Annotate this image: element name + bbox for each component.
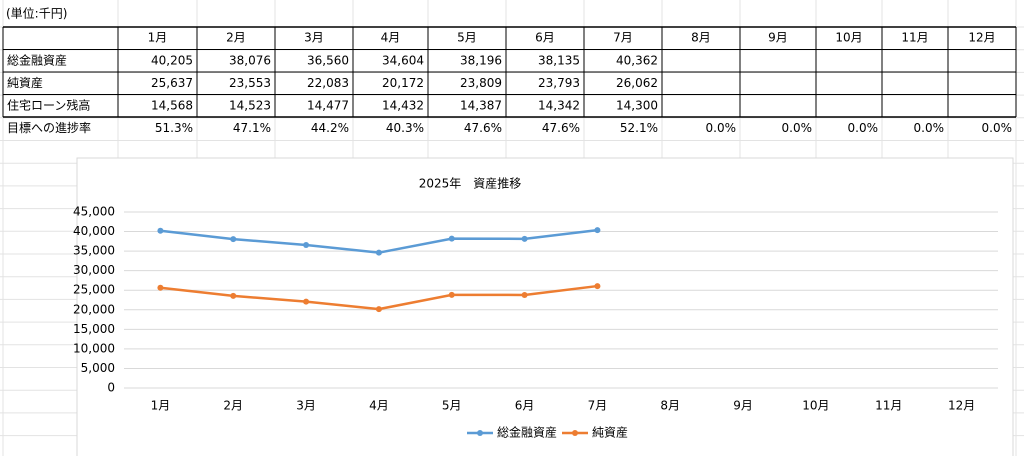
value-cell: 23,553 <box>229 76 271 90</box>
value-cell: 47.1% <box>233 121 271 135</box>
header-cell: 2月 <box>226 31 246 45</box>
data-point <box>521 291 528 298</box>
value-cell: 14,477 <box>307 98 349 112</box>
value-cell: 14,432 <box>382 98 424 112</box>
value-cell: 25,637 <box>151 76 193 90</box>
x-tick-label: 5月 <box>442 399 462 413</box>
x-tick-label: 3月 <box>296 399 316 413</box>
row-label: 目標への進捗率 <box>7 120 91 135</box>
y-tick-label: 45,000 <box>73 205 115 219</box>
data-point <box>448 235 455 242</box>
value-cell: 47.6% <box>464 121 502 135</box>
legend-label: 総金融資産 <box>497 425 557 440</box>
x-tick-label: 7月 <box>588 399 608 413</box>
row-label: 総金融資産 <box>7 52 67 67</box>
value-cell: 52.1% <box>620 121 658 135</box>
value-cell: 23,809 <box>460 76 502 90</box>
value-cell: 14,568 <box>151 98 193 112</box>
y-tick-label: 0 <box>107 381 115 395</box>
y-tick-label: 5,000 <box>81 361 115 375</box>
value-cell: 40.3% <box>386 121 424 135</box>
data-point <box>230 292 237 299</box>
x-tick-label: 11月 <box>875 399 902 413</box>
y-tick-label: 10,000 <box>73 341 115 355</box>
y-tick-label: 35,000 <box>73 244 115 258</box>
value-cell: 40,205 <box>151 53 193 67</box>
header-cell: 5月 <box>457 31 477 45</box>
value-cell: 34,604 <box>382 53 424 67</box>
legend-marker <box>572 430 578 436</box>
header-cell: 9月 <box>768 31 788 45</box>
legend-label: 純資産 <box>592 425 628 440</box>
header-cell: 1月 <box>148 31 168 45</box>
value-cell: 51.3% <box>155 121 193 135</box>
data-point <box>448 291 455 298</box>
legend-marker <box>477 430 483 436</box>
data-point <box>375 306 382 313</box>
x-tick-label: 12月 <box>948 399 975 413</box>
data-point <box>594 227 601 234</box>
value-cell: 38,076 <box>229 53 271 67</box>
header-cell: 8月 <box>691 31 711 45</box>
value-cell: 0.0% <box>848 121 879 135</box>
header-cell: 3月 <box>304 31 324 45</box>
value-cell: 22,083 <box>307 76 349 90</box>
x-tick-label: 8月 <box>660 399 680 413</box>
value-cell: 26,062 <box>616 76 658 90</box>
value-cell: 44.2% <box>311 121 349 135</box>
row-label: 純資産 <box>7 75 43 90</box>
header-cell: 6月 <box>535 31 555 45</box>
value-cell: 40,362 <box>616 53 658 67</box>
header-cell: 10月 <box>835 31 862 45</box>
x-tick-label: 4月 <box>369 399 389 413</box>
value-cell: 0.0% <box>706 121 737 135</box>
data-point <box>521 235 528 242</box>
header-cell: 7月 <box>613 31 633 45</box>
chart-area <box>76 157 1014 456</box>
y-tick-label: 30,000 <box>73 263 115 277</box>
header-cell: 4月 <box>381 31 401 45</box>
data-point <box>157 284 164 291</box>
y-tick-label: 20,000 <box>73 302 115 316</box>
value-cell: 36,560 <box>307 53 349 67</box>
value-cell: 0.0% <box>782 121 813 135</box>
value-cell: 47.6% <box>542 121 580 135</box>
data-point <box>303 298 310 305</box>
value-cell: 14,300 <box>616 98 658 112</box>
value-cell: 14,387 <box>460 98 502 112</box>
value-cell: 20,172 <box>382 76 424 90</box>
x-tick-label: 2月 <box>223 399 243 413</box>
y-tick-label: 15,000 <box>73 322 115 336</box>
data-point <box>594 283 601 290</box>
value-cell: 14,523 <box>229 98 271 112</box>
value-cell: 38,135 <box>538 53 580 67</box>
header-cell: 11月 <box>901 31 928 45</box>
data-point <box>303 242 310 249</box>
row-label: 住宅ローン残高 <box>7 97 90 112</box>
y-tick-label: 25,000 <box>73 283 115 297</box>
x-tick-label: 1月 <box>151 399 171 413</box>
x-tick-label: 6月 <box>515 399 535 413</box>
value-cell: 0.0% <box>982 121 1013 135</box>
unit-note: (単位:千円) <box>6 6 67 21</box>
y-tick-label: 40,000 <box>73 224 115 238</box>
value-cell: 0.0% <box>914 121 945 135</box>
header-cell: 12月 <box>968 31 995 45</box>
x-tick-label: 9月 <box>733 399 753 413</box>
x-tick-label: 10月 <box>802 399 829 413</box>
value-cell: 38,196 <box>460 53 502 67</box>
value-cell: 23,793 <box>538 76 580 90</box>
chart-title: 2025年 資産推移 <box>419 176 522 191</box>
data-point <box>230 236 237 243</box>
value-cell: 14,342 <box>538 98 580 112</box>
data-point <box>375 249 382 256</box>
data-point <box>157 227 164 234</box>
